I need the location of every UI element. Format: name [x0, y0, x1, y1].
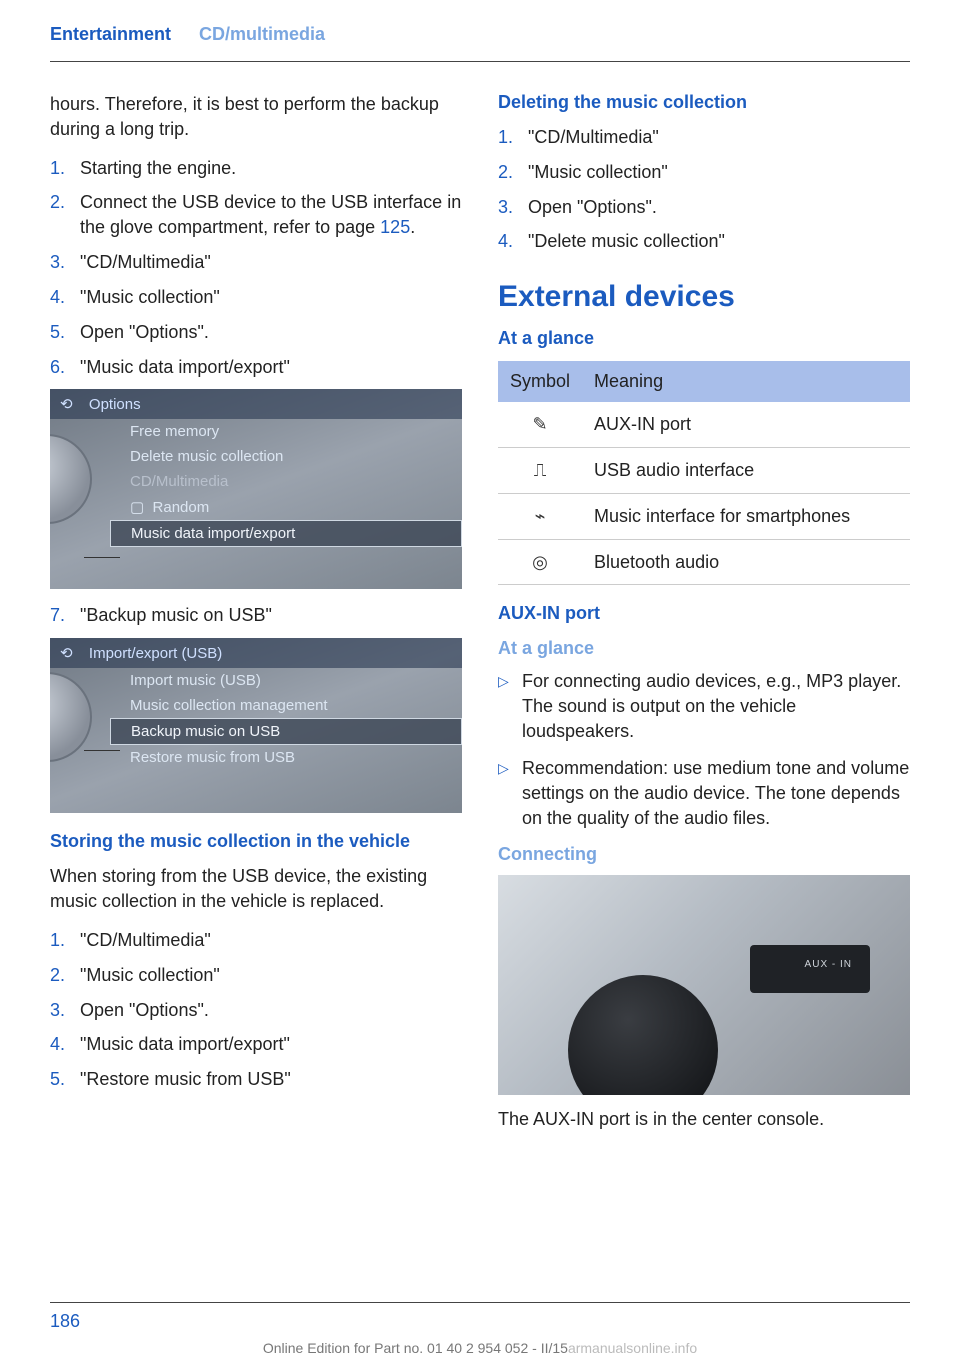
menu-item: CD/Multimedia: [50, 469, 462, 494]
list-item: 3.Open "Options".: [50, 998, 462, 1023]
watermark: armanualsonline.info: [568, 1340, 697, 1356]
col-meaning: Meaning: [582, 361, 910, 402]
list-item: ▷Recommendation: use medium tone and vol…: [498, 756, 910, 830]
list-item: 4."Music data import/export": [50, 1032, 462, 1057]
list-item: 3.Open "Options".: [498, 195, 910, 220]
list-item: 5."Restore music from USB": [50, 1067, 462, 1092]
list-item: 2.Connect the USB device to the USB inte…: [50, 190, 462, 240]
col-symbol: Symbol: [498, 361, 582, 402]
right-column: Deleting the music collection 1."CD/Mult…: [498, 92, 910, 1146]
menu-item: Restore music from USB: [50, 745, 462, 770]
storing-heading: Storing the music collection in the vehi…: [50, 831, 462, 852]
list-item: ▷For connecting audio devices, e.g., MP3…: [498, 669, 910, 743]
list-item: 2."Music collection": [50, 963, 462, 988]
storing-paragraph: When storing from the USB device, the ex…: [50, 864, 462, 914]
aux-port-photo: [498, 875, 910, 1095]
restore-steps-list: 1."CD/Multimedia" 2."Music collection" 3…: [50, 928, 462, 1092]
smartphone-icon: ⌁: [498, 493, 582, 539]
page-number: 186: [50, 1311, 80, 1332]
delete-steps-list: 1."CD/Multimedia" 2."Music collection" 3…: [498, 125, 910, 254]
delete-heading: Deleting the music collection: [498, 92, 910, 113]
table-header-row: Symbol Meaning: [498, 361, 910, 402]
menu-item: Delete music collection: [50, 444, 462, 469]
page-footer: 186: [0, 1302, 960, 1332]
triangle-icon: ▷: [498, 669, 522, 743]
connecting-heading: Connecting: [498, 844, 910, 865]
at-a-glance-heading: At a glance: [498, 328, 910, 349]
menu-item: Music collection management: [50, 693, 462, 718]
list-item: 4."Delete music collection": [498, 229, 910, 254]
usb-icon: ⎍: [498, 447, 582, 493]
list-item: 5.Open "Options".: [50, 320, 462, 345]
list-item: 6."Music data import/export": [50, 355, 462, 380]
table-row: ✎AUX-IN port: [498, 402, 910, 447]
aux-icon: ✎: [498, 402, 582, 447]
section-label: CD/multimedia: [199, 24, 325, 45]
content-area: hours. Therefore, it is best to perform …: [0, 62, 960, 1146]
menu-item: Import music (USB): [50, 668, 462, 693]
page-link[interactable]: 125: [380, 217, 410, 237]
intro-paragraph: hours. Therefore, it is best to perform …: [50, 92, 462, 142]
pointer-line: [84, 557, 120, 558]
table-row: ◎Bluetooth audio: [498, 539, 910, 585]
list-item: 3."CD/Multimedia": [50, 250, 462, 275]
list-item: 1."CD/Multimedia": [498, 125, 910, 150]
triangle-icon: ▷: [498, 756, 522, 830]
connecting-paragraph: The AUX-IN port is in the center console…: [498, 1107, 910, 1132]
footer-divider: [50, 1302, 910, 1303]
screen-title: ⟲ Import/export (USB): [50, 638, 462, 668]
pointer-line: [84, 750, 120, 751]
list-item: 2."Music collection": [498, 160, 910, 185]
list-item: 1."CD/Multimedia": [50, 928, 462, 953]
bluetooth-icon: ◎: [498, 539, 582, 585]
footer-meta: Online Edition for Part no. 01 40 2 954 …: [0, 1340, 960, 1356]
list-item: 4."Music collection": [50, 285, 462, 310]
step7-list: 7."Backup music on USB": [50, 603, 462, 628]
idrive-screenshot-options: ⟲ Options Free memory Delete music colle…: [50, 389, 462, 589]
list-item: 7."Backup music on USB": [50, 603, 462, 628]
symbols-table: Symbol Meaning ✎AUX-IN port ⎍USB audio i…: [498, 361, 910, 585]
left-column: hours. Therefore, it is best to perform …: [50, 92, 462, 1146]
menu-item: ▢ Random: [50, 494, 462, 520]
table-row: ⎍USB audio interface: [498, 447, 910, 493]
idrive-screenshot-import: ⟲ Import/export (USB) Import music (USB)…: [50, 638, 462, 813]
aux-bullets: ▷For connecting audio devices, e.g., MP3…: [498, 669, 910, 830]
list-item: 1.Starting the engine.: [50, 156, 462, 181]
page-header: Entertainment CD/multimedia: [0, 0, 960, 55]
screen-title: ⟲ Options: [50, 389, 462, 419]
aux-subheading: At a glance: [498, 638, 910, 659]
shifter-shape: [568, 975, 718, 1095]
external-devices-heading: External devices: [498, 280, 910, 314]
aux-heading: AUX-IN port: [498, 603, 910, 624]
menu-item-selected: Music data import/export: [110, 520, 462, 547]
menu-item-selected: Backup music on USB: [110, 718, 462, 745]
menu-item: Free memory: [50, 419, 462, 444]
backup-steps-list: 1.Starting the engine. 2.Connect the USB…: [50, 156, 462, 380]
table-row: ⌁Music interface for smartphones: [498, 493, 910, 539]
chapter-label: Entertainment: [50, 24, 171, 45]
